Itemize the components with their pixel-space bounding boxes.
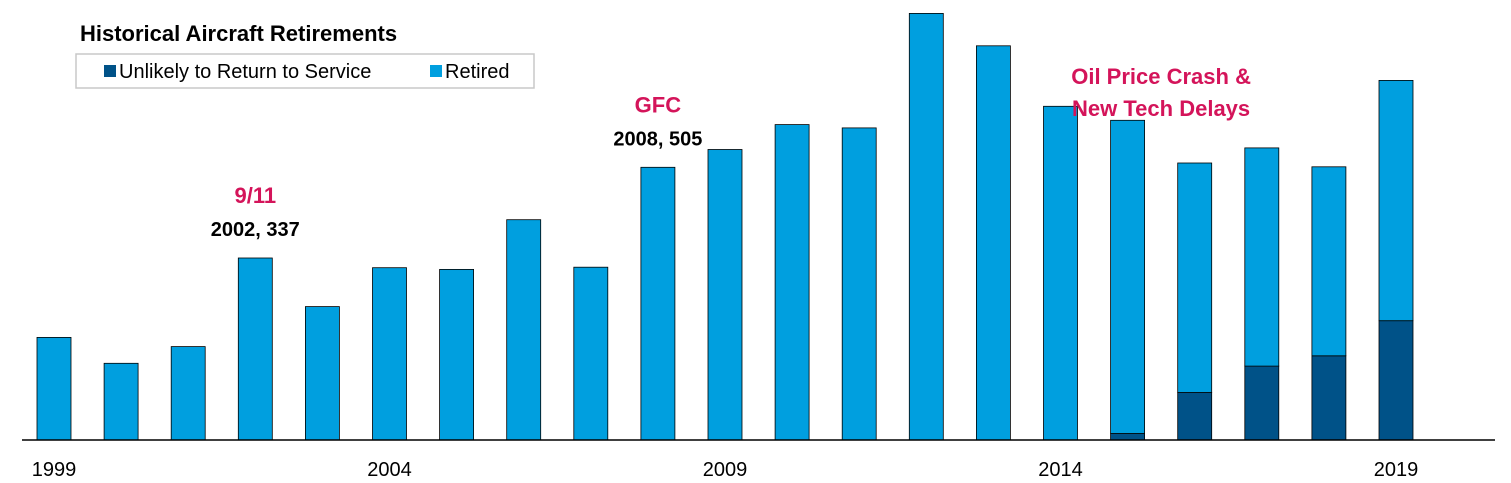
bar-2019-retired <box>1378 80 1414 322</box>
bar-2018-retired <box>1311 166 1347 357</box>
bar-2017-retired <box>1244 147 1280 367</box>
bars <box>36 12 1414 441</box>
legend-swatch-unlikely <box>104 65 116 77</box>
bar-2014-retired <box>1043 105 1078 441</box>
bar-2015-unlikely <box>1110 433 1145 441</box>
annotation-event-line-3-0: Oil Price Crash & <box>1071 64 1251 89</box>
bar-2016-retired <box>1177 162 1213 393</box>
bar-2010-retired <box>774 124 810 441</box>
chart-title: Historical Aircraft Retirements <box>80 21 397 46</box>
x-ticks: 1999 2004 2009 2014 2019 <box>32 459 1419 481</box>
bar-2006-retired <box>506 219 542 441</box>
bar-2012-retired <box>908 12 944 441</box>
annotation-label-2002: 2002, 337 <box>211 219 300 241</box>
bar-2004-retired <box>372 267 407 441</box>
legend: Unlikely to Return to Service Retired <box>75 53 535 89</box>
legend-box <box>75 53 535 89</box>
bar-1999-retired <box>36 336 72 441</box>
annotation-event-line-3-1: New Tech Delays <box>1072 96 1250 121</box>
tick-label-2014: 2014 <box>1038 459 1083 481</box>
legend-label-retired: Retired <box>445 61 509 83</box>
bar-2005-retired <box>439 268 475 441</box>
annotation-event-2008: GFC <box>635 92 682 117</box>
legend-swatch-retired <box>430 65 442 77</box>
bar-2019-unlikely <box>1378 320 1414 441</box>
bar-2013-retired <box>976 45 1011 441</box>
bar-2003-retired <box>304 306 340 441</box>
bar-2016-unlikely <box>1177 392 1213 441</box>
bar-2001-retired <box>170 346 206 441</box>
legend-label-unlikely: Unlikely to Return to Service <box>119 61 371 83</box>
tick-label-2019: 2019 <box>1374 459 1419 481</box>
bar-2008-retired <box>640 166 676 441</box>
annotation-label-2008: 2008, 505 <box>613 128 702 150</box>
tick-label-1999: 1999 <box>32 459 77 481</box>
bar-2015-retired <box>1110 119 1145 434</box>
bar-2000-retired <box>103 362 139 441</box>
bar-2011-retired <box>841 127 877 441</box>
bar-2007-retired <box>573 266 609 441</box>
bar-2017-unlikely <box>1244 365 1280 441</box>
bar-2002-retired <box>237 257 273 441</box>
annotation-event-2002: 9/11 <box>234 183 276 208</box>
bar-2018-unlikely <box>1311 355 1347 441</box>
tick-label-2009: 2009 <box>703 459 748 481</box>
bar-2009-retired <box>707 149 743 441</box>
tick-label-2004: 2004 <box>367 459 412 481</box>
